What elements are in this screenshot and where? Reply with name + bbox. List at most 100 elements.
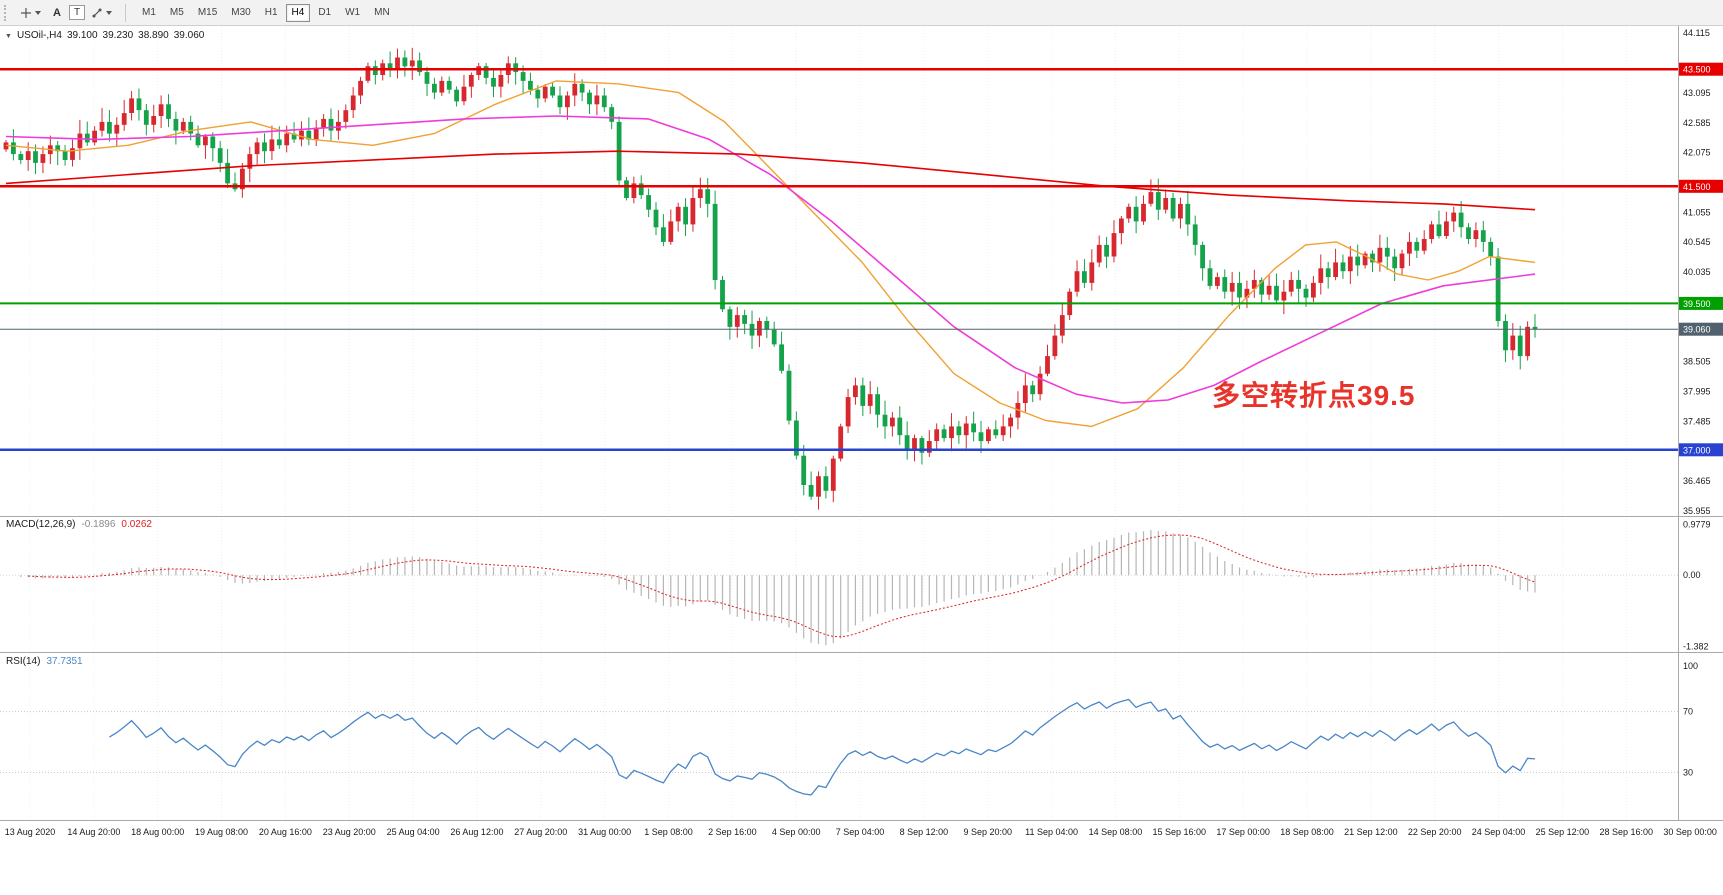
toolbar-grip[interactable]: [4, 4, 9, 21]
macd-tick: 0.9779: [1683, 520, 1711, 530]
timeframe-button-m15[interactable]: M15: [192, 4, 223, 22]
time-label: 2 Sep 16:00: [708, 827, 757, 837]
time-label: 18 Aug 00:00: [131, 827, 184, 837]
symbol-name: USOil-,H4: [16, 30, 62, 41]
chevron-down-icon: [35, 10, 41, 15]
time-label: 8 Sep 12:00: [900, 827, 949, 837]
moving-averages-layer: [5, 80, 1536, 428]
price-badge-43.500: [1679, 62, 1723, 76]
rsi-indicator-label: RSI(14) 37.7351: [6, 656, 89, 667]
time-label: 25 Aug 04:00: [387, 827, 440, 837]
price-badge-label: 39.500: [1683, 299, 1711, 309]
price-badge-label: 43.500: [1683, 65, 1711, 75]
timeframe-group: M1 M5 M15 M30 H1 H4 D1 W1 MN: [135, 3, 397, 22]
price-axis[interactable]: 35.955 36.465 37.485 37.995 38.505 40.035 40.5…: [1679, 28, 1723, 516]
time-label: 20 Aug 16:00: [259, 827, 312, 837]
time-label: 13 Aug 2020: [5, 827, 56, 837]
price-tick: 40.545: [1683, 237, 1711, 247]
ohlc-low: 38.890: [138, 30, 169, 41]
time-label: 28 Sep 16:00: [1599, 827, 1653, 837]
time-label: 14 Aug 20:00: [67, 827, 120, 837]
price-badge-39.060: [1679, 322, 1723, 336]
price-tick: 42.585: [1683, 118, 1711, 128]
price-badge-label: 41.500: [1683, 182, 1711, 192]
time-label: 17 Sep 00:00: [1216, 827, 1270, 837]
timeframe-button-m1[interactable]: M1: [136, 4, 162, 22]
time-label: 30 Sep 00:00: [1663, 827, 1717, 837]
rsi-layer: 100 70 30: [0, 661, 1698, 796]
price-badge-label: 39.060: [1683, 325, 1711, 335]
ma-mid-magenta: [5, 115, 1536, 404]
a-tool-label: A: [53, 6, 61, 19]
macd-name: MACD(12,26,9): [6, 519, 76, 530]
price-tick: 44.115: [1683, 28, 1710, 38]
timeframe-button-m5[interactable]: M5: [164, 4, 190, 22]
ma-fast-orange: [5, 80, 1536, 428]
rsi-tick: 100: [1683, 661, 1698, 671]
timeframe-button-d1[interactable]: D1: [312, 4, 337, 22]
price-tick: 43.095: [1683, 88, 1711, 98]
crosshair-icon: [21, 7, 31, 18]
text-t-tool-button[interactable]: T: [69, 5, 85, 20]
time-label: 15 Sep 16:00: [1153, 827, 1207, 837]
price-badge-41.500: [1679, 179, 1723, 193]
price-badge-39.500: [1679, 296, 1723, 310]
price-tick: 41.055: [1683, 207, 1711, 217]
time-label: 21 Sep 12:00: [1344, 827, 1398, 837]
macd-tick: 0.00: [1683, 570, 1701, 580]
price-tick: 38.505: [1683, 357, 1711, 367]
rsi-tick: 70: [1683, 707, 1693, 717]
chevron-down-icon: [106, 10, 112, 15]
timeframe-button-h1[interactable]: H1: [259, 4, 284, 22]
chart-ohlc-label: ▼ USOil-,H4 39.100 39.230 38.890 39.060: [5, 30, 209, 41]
time-axis[interactable]: 13 Aug 2020 14 Aug 20:00 18 Aug 00:00 19 Au…: [5, 827, 1717, 837]
rsi-value: 37.7351: [46, 656, 83, 667]
time-label: 26 Aug 12:00: [450, 827, 503, 837]
time-label: 25 Sep 12:00: [1536, 827, 1590, 837]
macd-tick: -1.382: [1683, 642, 1709, 652]
timeframe-button-h4[interactable]: H4: [285, 3, 311, 22]
price-badge-37.000: [1679, 443, 1723, 457]
timeframe-button-mn[interactable]: MN: [368, 4, 396, 22]
price-tick: 40.035: [1683, 267, 1711, 277]
macd-signal-value: 0.0262: [121, 519, 152, 530]
chart-toolbar: A T M1 M5 M15 M30 H1 H4 D1 W1 MN: [0, 0, 1723, 26]
price-tick: 42.075: [1683, 148, 1711, 158]
time-label: 22 Sep 20:00: [1408, 827, 1462, 837]
macd-indicator-label: MACD(12,26,9) -0.1896 0.0262: [6, 519, 158, 530]
timeframe-button-m30[interactable]: M30: [225, 4, 256, 22]
time-label: 24 Sep 04:00: [1472, 827, 1526, 837]
time-label: 23 Aug 20:00: [323, 827, 376, 837]
price-tick: 37.995: [1683, 387, 1711, 397]
time-label: 18 Sep 08:00: [1280, 827, 1334, 837]
level-lines-layer: [0, 67, 1678, 452]
price-tick: 35.955: [1683, 506, 1711, 516]
price-tick: 36.465: [1683, 476, 1711, 486]
toolbar-separator: [125, 3, 126, 22]
text-a-tool-button[interactable]: A: [47, 3, 67, 23]
macd-signal-line: [28, 534, 1536, 638]
timeframe-button-w1[interactable]: W1: [339, 4, 366, 22]
price-tick: 37.485: [1683, 416, 1711, 426]
shapes-tool-button[interactable]: [87, 3, 116, 23]
time-label: 9 Sep 20:00: [963, 827, 1012, 837]
time-label: 27 Aug 20:00: [514, 827, 567, 837]
ohlc-open: 39.100: [66, 30, 98, 41]
annotation-text[interactable]: 多空转折点39.5: [1212, 380, 1416, 411]
trendline-icon: [92, 8, 102, 17]
macd-layer: 0.9779 0.00 -1.382: [0, 520, 1711, 652]
time-label: 4 Sep 00:00: [772, 827, 821, 837]
collapse-chart-icon[interactable]: ▼: [5, 33, 12, 40]
crosshair-tool-button[interactable]: [16, 3, 45, 23]
rsi-tick: 30: [1683, 767, 1693, 777]
grid-layer: [29, 27, 1627, 821]
time-label: 19 Aug 08:00: [195, 827, 248, 837]
t-tool-label: T: [73, 7, 81, 18]
time-label: 1 Sep 08:00: [644, 827, 693, 837]
panel-separators: [0, 26, 1723, 821]
ohlc-high: 39.230: [102, 30, 134, 41]
rsi-name: RSI(14): [6, 656, 41, 667]
time-label: 31 Aug 00:00: [578, 827, 631, 837]
